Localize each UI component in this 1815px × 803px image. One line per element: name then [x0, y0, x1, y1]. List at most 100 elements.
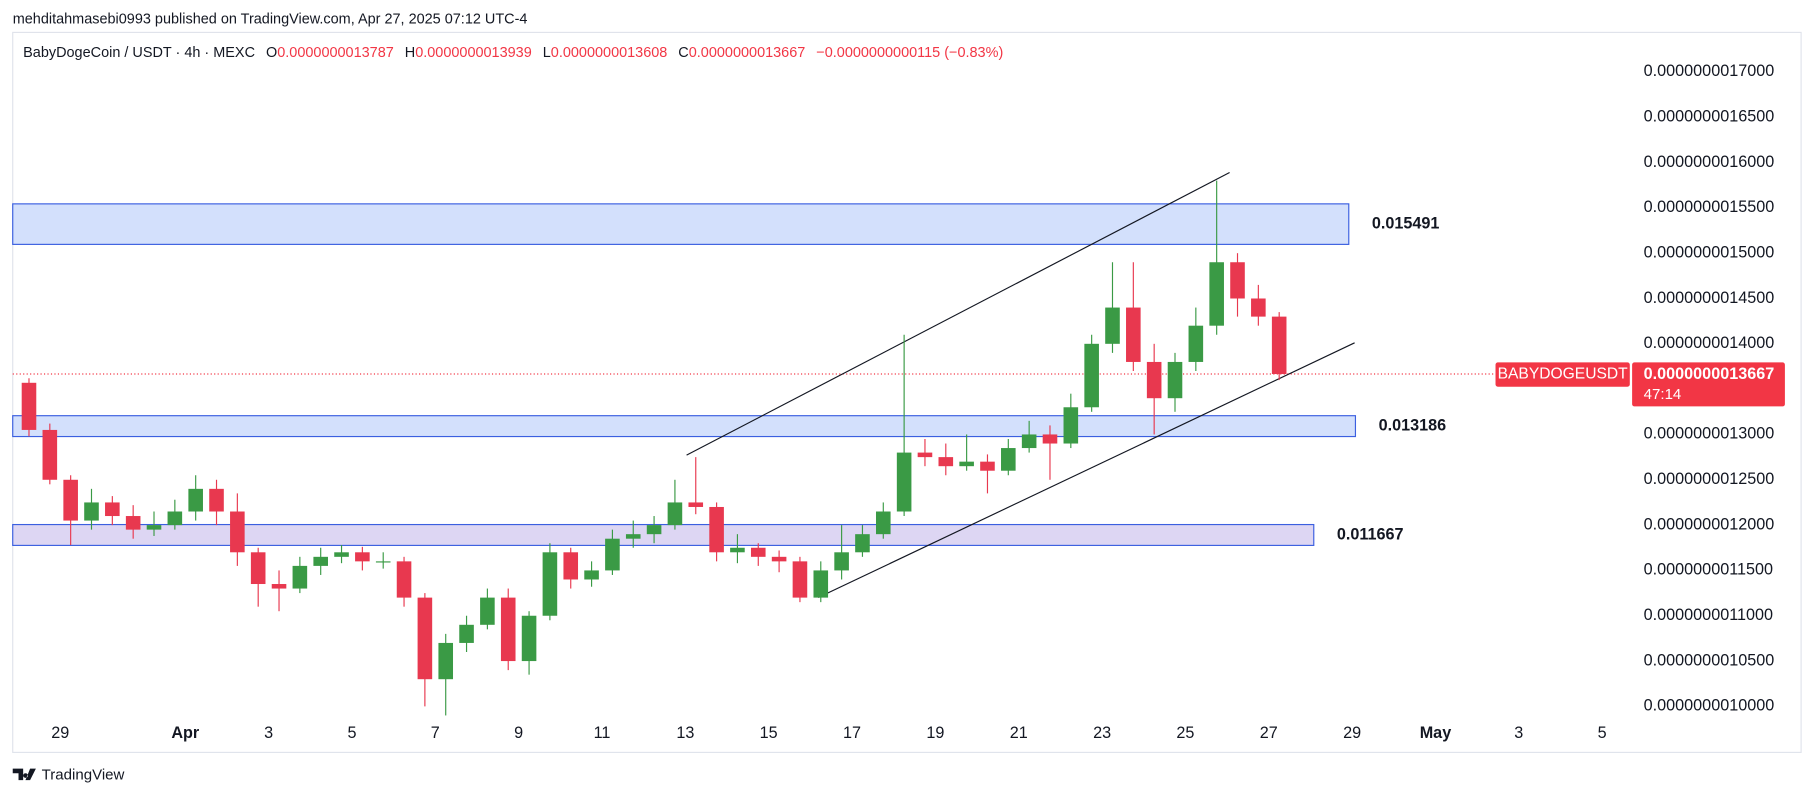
candle-body: [1105, 307, 1120, 344]
candle-body: [1126, 307, 1141, 362]
x-tick-label: 3: [264, 724, 273, 742]
candle-body: [521, 615, 537, 662]
candle-body: [646, 525, 662, 535]
zone: [12, 203, 1350, 245]
symbol-badge: [1495, 362, 1630, 387]
candle-body: [667, 502, 683, 526]
ohlc-label: C: [678, 45, 688, 61]
candle-body: [459, 624, 474, 643]
zone: [12, 523, 1315, 546]
publish-note: mehditahmasebi0993 published on TradingV…: [13, 11, 528, 27]
candle-body: [1001, 448, 1016, 471]
candle-body: [1251, 298, 1266, 317]
x-tick-label: 11: [594, 724, 611, 742]
x-tick-label: 27: [1260, 724, 1278, 742]
x-tick-label: 21: [1010, 724, 1028, 742]
candle-body: [1230, 262, 1245, 299]
x-tick-label: 23: [1093, 724, 1111, 742]
y-tick-label: 0.0000000010500: [1644, 651, 1775, 669]
trend-line: [686, 171, 1230, 456]
x-tick-label: 25: [1176, 724, 1194, 742]
candle-body: [875, 511, 891, 535]
candle-body: [500, 597, 516, 662]
candle-body: [250, 552, 266, 585]
ohlc-value: 0.0000000013667: [689, 45, 806, 61]
candle-body: [834, 552, 849, 571]
ohlc-label: L: [543, 45, 551, 61]
symbol: BabyDogeCoin / USDT · 4h · MEXC: [23, 45, 255, 61]
y-tick-label: 0.0000000015000: [1644, 243, 1775, 261]
candle-body: [1188, 325, 1204, 362]
footer-logo: TradingView: [12, 767, 125, 784]
ohlc-label: H: [405, 45, 415, 61]
candle-body: [1084, 343, 1099, 408]
candle-body: [1271, 316, 1287, 375]
x-tick-label: 29: [51, 724, 69, 742]
zone-label: 0.015491: [1372, 214, 1440, 232]
x-tick-label: 5: [1598, 724, 1607, 742]
candle-body: [146, 525, 162, 530]
price-badge-text: 0.0000000013667: [1644, 365, 1775, 383]
candle-body: [584, 570, 599, 580]
candle-body: [230, 511, 245, 553]
candle-body: [896, 452, 912, 512]
candle-body: [1146, 361, 1162, 399]
legend: BabyDogeCoin / USDT · 4h · MEXC O0.00000…: [23, 45, 1003, 61]
x-tick-label: 3: [1514, 724, 1523, 742]
candle-body: [938, 457, 954, 467]
price-badge: [1632, 362, 1785, 407]
x-tick-label: 13: [676, 724, 694, 742]
zone: [12, 415, 1357, 438]
y-tick-label: 0.0000000015500: [1644, 198, 1775, 216]
x-tick-label: Apr: [171, 724, 200, 742]
candle-body: [730, 547, 745, 553]
candle-body: [84, 502, 99, 521]
x-tick-label: 19: [926, 724, 944, 742]
candle-body: [42, 429, 58, 480]
change: −0.0000000000115 (−0.83%): [816, 45, 1003, 61]
candle-body: [63, 479, 78, 521]
x-tick-label: 5: [347, 724, 356, 742]
y-tick-label: 0.0000000017000: [1644, 62, 1775, 80]
zone-label: 0.011667: [1337, 525, 1404, 543]
ohlc-value: 0.0000000013939: [415, 45, 532, 61]
candle-body: [188, 488, 203, 512]
countdown: 47:14: [1644, 386, 1682, 403]
candle-body: [292, 565, 308, 589]
candle-body: [334, 552, 349, 557]
candle-body: [417, 597, 433, 680]
candle-body: [271, 584, 287, 589]
candle-body: [855, 534, 870, 553]
y-tick-label: 0.0000000011000: [1644, 606, 1773, 624]
candle-body: [480, 597, 495, 625]
candle-body: [313, 556, 328, 566]
candle-body: [438, 642, 454, 680]
logo-mark: [12, 768, 36, 781]
trend-line: [818, 342, 1355, 599]
candle-body: [355, 552, 370, 562]
x-tick-label: 29: [1343, 724, 1361, 742]
candle-body: [917, 452, 933, 458]
candle-body: [1021, 434, 1037, 449]
y-tick-label: 0.0000000011500: [1644, 561, 1773, 579]
x-tick-label: 9: [514, 724, 523, 742]
candle-body: [688, 502, 704, 507]
candle-body: [813, 570, 829, 598]
candle-body: [1167, 361, 1183, 399]
candle-body: [980, 461, 995, 471]
y-tick-label: 0.0000000016000: [1644, 153, 1775, 171]
y-tick-label: 0.0000000012000: [1644, 515, 1775, 533]
ohlc-value: 0.0000000013608: [551, 45, 668, 61]
y-tick-label: 0.0000000012500: [1644, 470, 1775, 488]
candle-body: [105, 502, 120, 517]
candle-body: [1042, 434, 1058, 444]
candle-body: [542, 552, 558, 616]
candle-body: [792, 561, 808, 598]
symbol-badge-text: BABYDOGEUSDT: [1498, 366, 1629, 383]
x-tick-label: May: [1420, 724, 1452, 742]
y-tick-label: 0.0000000014500: [1644, 289, 1775, 307]
candle-body: [750, 547, 766, 557]
candle-body: [209, 488, 224, 512]
